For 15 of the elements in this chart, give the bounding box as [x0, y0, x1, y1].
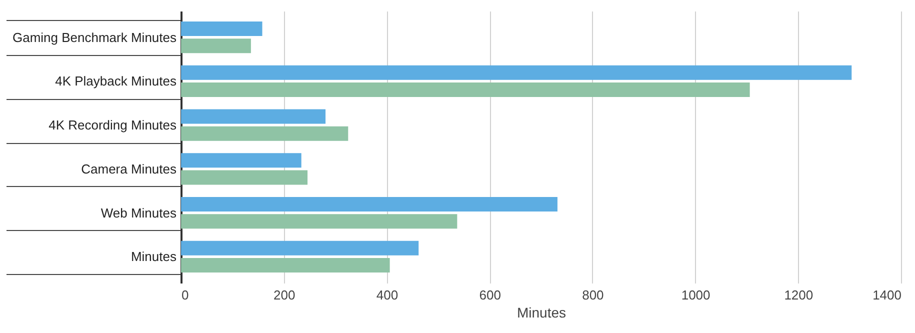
y-tick-label: 4K Recording Minutes: [48, 118, 177, 133]
y-tick-label: Camera Minutes: [81, 161, 177, 176]
y-tick-label: Minutes: [130, 249, 177, 264]
x-tick-label: 200: [274, 288, 296, 302]
x-tick-label: 1000: [681, 288, 710, 302]
x-tick-label: 1200: [784, 288, 814, 302]
x-axis-title: Minutes: [516, 304, 566, 320]
y-tick-label: 4K Playback Minutes: [55, 74, 177, 89]
x-tick-label: 0: [182, 288, 189, 302]
y-tick-label: Gaming Benchmark Minutes: [12, 30, 177, 45]
x-tick-label: 600: [479, 288, 501, 302]
x-tick-label: 1400: [872, 288, 902, 302]
y-tick-label: Web Minutes: [100, 205, 177, 220]
x-tick-label: 400: [376, 288, 398, 302]
x-tick-label: 800: [582, 288, 604, 302]
